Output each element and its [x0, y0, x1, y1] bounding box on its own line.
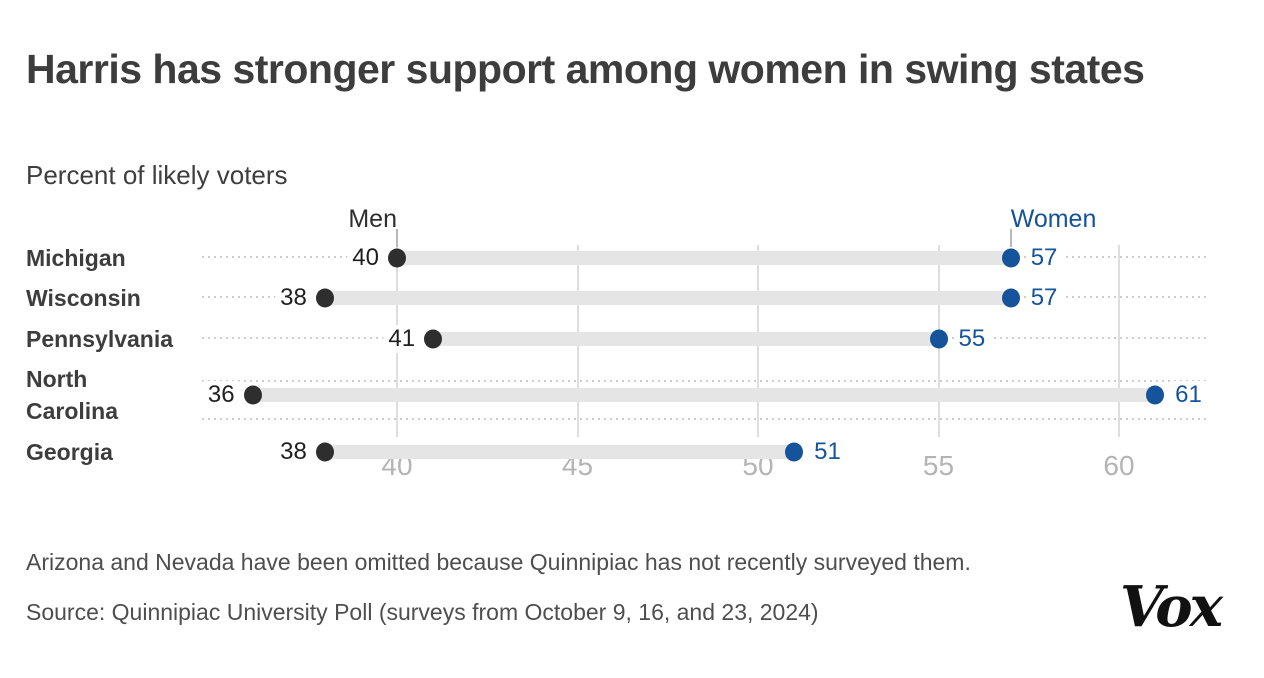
source-line: Source: Quinnipiac University Poll (surv…	[26, 599, 819, 625]
legend-label-women: Women	[1010, 205, 1097, 233]
men-dot	[315, 288, 334, 308]
chart-title: Harris has stronger support among women …	[26, 46, 1145, 93]
women-dot	[929, 329, 948, 349]
women-dot	[1001, 248, 1020, 268]
men-value: 36	[202, 381, 240, 409]
chart-subtitle: Percent of likely voters	[26, 160, 288, 190]
dumbbell-bar	[252, 388, 1156, 402]
women-value: 57	[1025, 244, 1063, 272]
leader-line	[202, 418, 1210, 420]
women-dot	[785, 442, 804, 462]
women-dot	[1146, 385, 1165, 405]
vox-logo: Vox	[1119, 574, 1223, 640]
men-value: 38	[275, 438, 312, 466]
x-axis-tick-60: 60	[1103, 450, 1135, 481]
dumbbell-bar	[324, 445, 795, 459]
dumbbell-bar	[433, 332, 939, 346]
women-value: 61	[1170, 381, 1207, 409]
dumbbell-bar	[397, 251, 1011, 265]
legend-label-men: Men	[348, 205, 397, 233]
dumbbell-bar	[324, 291, 1011, 305]
men-dot	[243, 385, 262, 405]
men-dot	[315, 442, 334, 462]
men-value: 40	[347, 244, 384, 272]
leader-line	[202, 380, 1210, 382]
gridline-60	[1118, 245, 1120, 437]
legend-tick-men	[396, 229, 398, 247]
row-label-wisconsin: Wisconsin	[26, 285, 141, 311]
x-axis-tick-55: 55	[922, 450, 955, 481]
men-dot	[424, 329, 443, 349]
legend-tick-women	[1009, 229, 1012, 247]
men-dot	[388, 248, 406, 268]
row-label-georgia: Georgia	[26, 439, 113, 465]
women-value: 51	[809, 438, 846, 466]
men-value: 41	[383, 325, 421, 353]
row-label-north-carolina: North Carolina	[26, 366, 119, 424]
row-label-pennsylvania: Pennsylvania	[26, 326, 174, 352]
women-dot	[1001, 288, 1020, 308]
footnote: Arizona and Nevada have been omitted bec…	[26, 549, 971, 575]
women-value: 57	[1025, 284, 1063, 312]
men-value: 38	[275, 284, 312, 312]
women-value: 55	[953, 325, 991, 353]
row-label-michigan: Michigan	[26, 245, 126, 271]
